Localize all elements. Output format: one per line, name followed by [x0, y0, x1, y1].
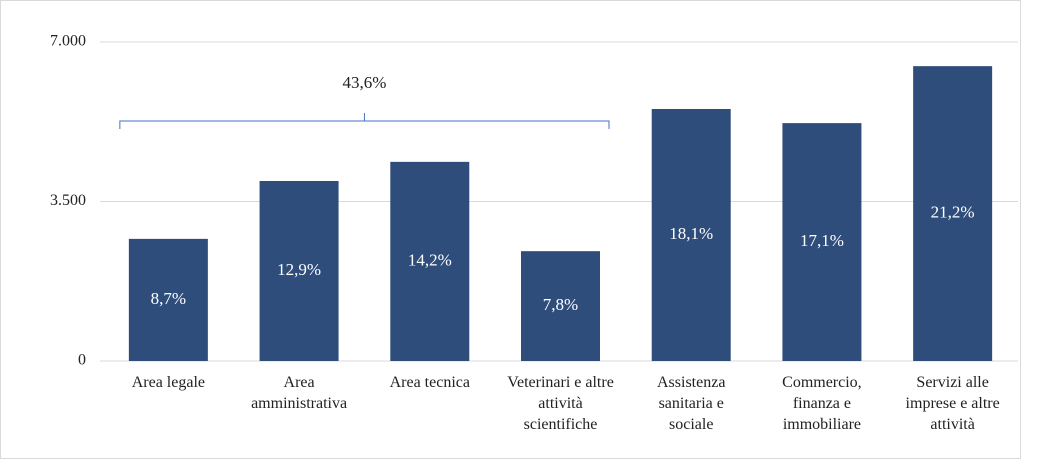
- data-label: 14,2%: [408, 250, 452, 269]
- bar: [390, 161, 470, 361]
- bar: [259, 180, 339, 361]
- annotation: 43,6%: [342, 73, 386, 92]
- x-tick-label: Servizi alle imprese e altre attività: [906, 374, 1000, 433]
- data-label: 12,9%: [277, 260, 321, 279]
- bracket: [119, 113, 610, 129]
- data-label: 18,1%: [669, 224, 713, 243]
- y-tick-label: 3.500: [50, 192, 86, 209]
- bar: [651, 108, 731, 362]
- bar: [521, 251, 600, 361]
- data-label: 21,2%: [931, 202, 975, 221]
- x-tick-label: Area tecnica: [390, 374, 470, 391]
- y-tick-label: 7.000: [50, 33, 86, 50]
- x-tick-label: Assistenza sanitaria e sociale: [657, 374, 725, 433]
- x-tick-label: Veterinari e altre attività scientifiche: [507, 374, 614, 433]
- bar: [128, 238, 208, 361]
- bar: [782, 123, 862, 361]
- y-tick-label: 0: [78, 352, 86, 369]
- bar: [913, 66, 993, 361]
- data-label: 17,1%: [800, 231, 844, 250]
- data-label: 8,7%: [151, 289, 186, 308]
- data-label: 7,8%: [543, 295, 578, 314]
- x-tick-label: Commercio, finanza e immobiliare: [782, 374, 862, 433]
- x-tick-label: Area amministrativa: [251, 374, 347, 412]
- x-tick-label: Area legale: [132, 374, 205, 391]
